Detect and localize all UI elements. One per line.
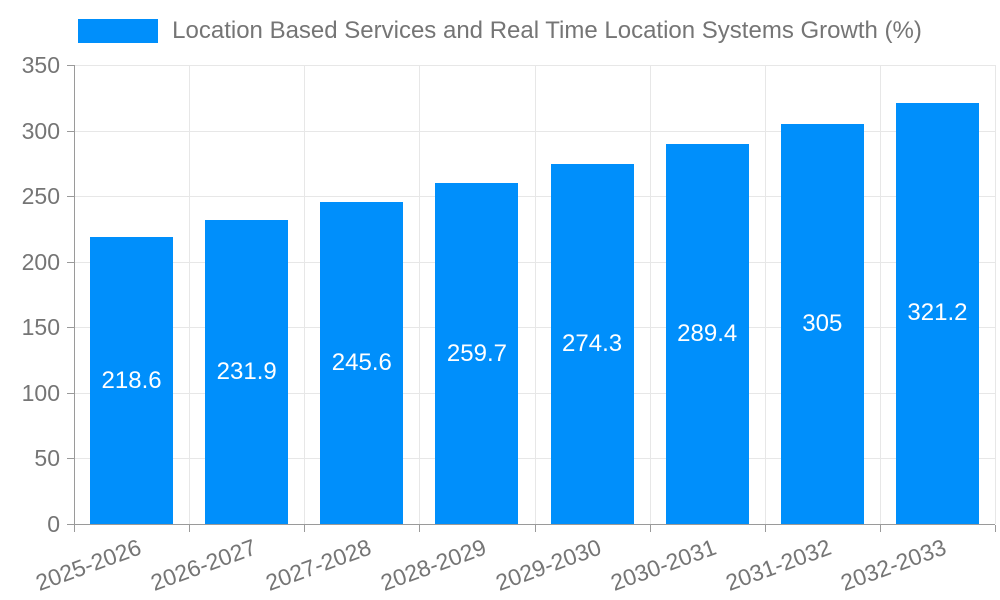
y-axis-tick-label: 300 <box>21 117 60 144</box>
y-axis-tick <box>67 261 74 263</box>
bar: 274.3 <box>550 164 634 524</box>
y-axis-tick <box>67 327 74 329</box>
plot-area: 218.6 231.9 245.6 259.7 274.3 289.4 305 321.2 <box>74 65 996 524</box>
bar-value-label: 289.4 <box>677 320 738 348</box>
x-axis-tick <box>649 525 651 532</box>
v-gridline <box>649 65 651 524</box>
y-axis-tick-label: 0 <box>47 511 60 537</box>
x-axis-tick <box>74 525 75 532</box>
v-gridline <box>534 65 536 524</box>
x-axis-tick <box>879 525 881 532</box>
y-axis-line <box>74 65 75 524</box>
bar-value-label: 274.3 <box>562 330 623 358</box>
y-axis-tick-label: 200 <box>21 248 60 275</box>
y-axis-tick <box>67 524 74 525</box>
y-axis-tick <box>67 130 74 132</box>
bar: 321.2 <box>895 102 979 524</box>
v-gridline <box>304 65 306 524</box>
bar: 259.7 <box>435 183 519 524</box>
bar: 305 <box>780 124 864 524</box>
legend: Location Based Services and Real Time Lo… <box>0 17 1000 45</box>
x-axis-tick <box>764 525 766 532</box>
y-axis-tick-label: 50 <box>34 445 60 472</box>
x-axis-tick <box>534 525 536 532</box>
legend-swatch-icon <box>78 19 159 43</box>
bar: 245.6 <box>320 201 404 524</box>
v-gridline <box>419 65 421 524</box>
bar: 218.6 <box>90 237 174 524</box>
v-gridline <box>879 65 881 524</box>
y-axis-tick <box>67 392 74 394</box>
y-axis-tick <box>67 458 74 460</box>
v-gridline <box>764 65 766 524</box>
y-axis-tick-label: 150 <box>21 314 60 341</box>
v-gridline <box>189 65 191 524</box>
x-axis-tick <box>304 525 306 532</box>
bar-value-label: 259.7 <box>446 339 507 367</box>
bar-value-label: 218.6 <box>101 366 162 394</box>
bar: 289.4 <box>665 144 749 524</box>
y-axis-tick <box>67 196 74 198</box>
y-axis-tick <box>67 65 74 66</box>
y-axis-tick-label: 350 <box>21 52 60 78</box>
bar-value-label: 245.6 <box>331 348 392 376</box>
bar-value-label: 305 <box>802 310 843 337</box>
x-axis-tick <box>189 525 191 532</box>
legend-label: Location Based Services and Real Time Lo… <box>172 17 922 44</box>
bar-value-label: 321.2 <box>907 299 968 327</box>
x-axis-tick <box>419 525 421 532</box>
x-axis-baseline <box>74 524 995 525</box>
y-axis-tick-label: 100 <box>21 379 60 406</box>
y-axis-tick-label: 250 <box>21 183 60 210</box>
bar-value-label: 231.9 <box>216 357 277 385</box>
x-axis-tick <box>995 525 996 532</box>
v-gridline <box>995 65 996 524</box>
legend-item[interactable]: Location Based Services and Real Time Lo… <box>78 17 922 45</box>
bar: 231.9 <box>205 219 289 524</box>
